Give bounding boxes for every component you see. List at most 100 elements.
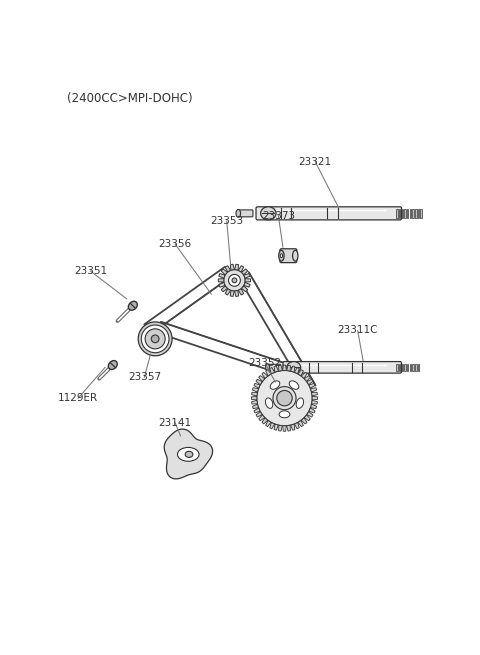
Polygon shape xyxy=(312,392,317,396)
Polygon shape xyxy=(225,289,230,295)
Polygon shape xyxy=(235,264,239,270)
Circle shape xyxy=(257,371,312,426)
Polygon shape xyxy=(270,367,275,374)
Circle shape xyxy=(273,386,296,409)
FancyBboxPatch shape xyxy=(280,249,297,263)
Ellipse shape xyxy=(287,362,300,373)
Text: 23357: 23357 xyxy=(128,372,161,383)
Text: 23351: 23351 xyxy=(74,266,107,276)
Circle shape xyxy=(277,390,292,406)
Circle shape xyxy=(228,274,240,286)
Polygon shape xyxy=(307,379,313,384)
Bar xyxy=(415,209,417,217)
Ellipse shape xyxy=(280,253,283,257)
Text: 23352: 23352 xyxy=(249,358,282,369)
Bar xyxy=(396,364,398,371)
FancyBboxPatch shape xyxy=(256,207,402,220)
Polygon shape xyxy=(164,429,213,479)
Polygon shape xyxy=(218,278,224,282)
Text: 23353: 23353 xyxy=(210,216,243,226)
FancyBboxPatch shape xyxy=(267,364,281,371)
Polygon shape xyxy=(270,422,275,429)
Polygon shape xyxy=(312,400,317,404)
Ellipse shape xyxy=(265,398,273,408)
Bar xyxy=(407,364,408,371)
Polygon shape xyxy=(221,269,228,275)
Bar xyxy=(402,209,403,217)
Polygon shape xyxy=(290,424,295,430)
Polygon shape xyxy=(294,422,300,429)
Ellipse shape xyxy=(185,451,193,457)
FancyBboxPatch shape xyxy=(238,210,253,217)
Polygon shape xyxy=(241,269,248,275)
Polygon shape xyxy=(254,408,260,413)
Polygon shape xyxy=(283,426,286,431)
Polygon shape xyxy=(259,415,265,421)
Polygon shape xyxy=(230,291,234,297)
Polygon shape xyxy=(309,408,315,413)
Polygon shape xyxy=(245,278,251,282)
Polygon shape xyxy=(241,286,248,291)
Bar xyxy=(399,364,400,371)
Bar xyxy=(404,209,406,217)
Bar xyxy=(399,209,400,217)
Polygon shape xyxy=(274,366,278,372)
Polygon shape xyxy=(294,367,300,374)
Bar xyxy=(396,209,398,217)
Circle shape xyxy=(141,325,169,353)
Polygon shape xyxy=(298,421,303,426)
Polygon shape xyxy=(252,392,257,396)
Polygon shape xyxy=(252,400,257,404)
Ellipse shape xyxy=(128,301,137,310)
Polygon shape xyxy=(230,264,234,270)
Text: 1129ER: 1129ER xyxy=(58,393,98,403)
Polygon shape xyxy=(311,388,317,392)
Polygon shape xyxy=(219,282,225,287)
Polygon shape xyxy=(265,421,271,426)
Polygon shape xyxy=(290,366,295,372)
Text: 23321: 23321 xyxy=(299,157,332,167)
Text: 23141: 23141 xyxy=(158,418,192,428)
Ellipse shape xyxy=(279,411,290,418)
Text: 23356: 23356 xyxy=(158,239,192,249)
Ellipse shape xyxy=(108,360,117,369)
Ellipse shape xyxy=(293,250,298,261)
FancyBboxPatch shape xyxy=(283,362,402,373)
Ellipse shape xyxy=(296,398,303,408)
Ellipse shape xyxy=(178,447,199,461)
Circle shape xyxy=(232,278,237,283)
Polygon shape xyxy=(219,274,225,278)
Polygon shape xyxy=(304,415,310,421)
Polygon shape xyxy=(298,369,303,376)
Polygon shape xyxy=(274,424,278,430)
Polygon shape xyxy=(287,365,290,371)
Polygon shape xyxy=(235,291,239,297)
Polygon shape xyxy=(252,396,257,400)
Bar xyxy=(415,364,417,371)
Text: 23373: 23373 xyxy=(262,211,295,221)
Text: (2400CC>MPI-DOHC): (2400CC>MPI-DOHC) xyxy=(67,92,193,105)
Text: 23311C: 23311C xyxy=(337,326,378,335)
Polygon shape xyxy=(311,404,317,409)
Ellipse shape xyxy=(265,364,269,371)
Ellipse shape xyxy=(279,250,284,261)
Bar xyxy=(412,209,414,217)
Polygon shape xyxy=(244,282,250,287)
Bar xyxy=(412,364,414,371)
Bar xyxy=(404,364,406,371)
Polygon shape xyxy=(262,418,268,424)
Circle shape xyxy=(138,322,172,356)
Bar xyxy=(418,364,419,371)
Ellipse shape xyxy=(289,381,299,389)
Polygon shape xyxy=(301,418,307,424)
Polygon shape xyxy=(287,425,290,431)
Bar xyxy=(418,209,419,217)
Polygon shape xyxy=(304,375,310,381)
Ellipse shape xyxy=(236,210,240,217)
Polygon shape xyxy=(244,274,250,278)
Polygon shape xyxy=(256,379,262,384)
Polygon shape xyxy=(221,286,228,291)
Polygon shape xyxy=(252,404,258,409)
Polygon shape xyxy=(262,373,268,379)
Polygon shape xyxy=(225,266,230,272)
